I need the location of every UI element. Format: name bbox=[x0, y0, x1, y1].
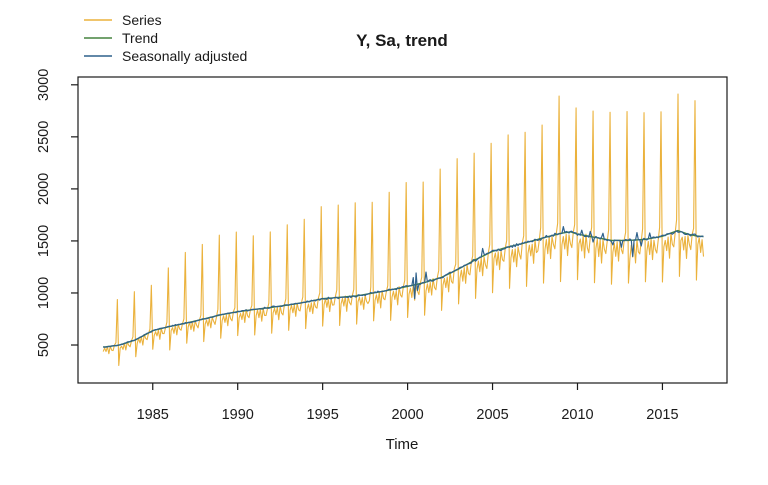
y-tick-label: 1500 bbox=[36, 225, 52, 257]
x-tick-label: 1985 bbox=[137, 407, 169, 423]
y-tick-label: 3000 bbox=[36, 69, 52, 101]
series-line bbox=[102, 93, 705, 367]
legend-trend-label: Trend bbox=[122, 30, 158, 46]
legend: Series Trend Seasonally adjusted bbox=[84, 12, 247, 64]
plot-box bbox=[77, 76, 728, 384]
y-tick-label: 2500 bbox=[36, 121, 52, 153]
x-tick-label: 2005 bbox=[476, 407, 508, 423]
x-tick-label: 2015 bbox=[646, 407, 678, 423]
x-tick-label: 2010 bbox=[561, 407, 593, 423]
y-tick-label: 500 bbox=[36, 333, 52, 357]
chart-title: Y, Sa, trend bbox=[356, 31, 448, 50]
data-lines-layer bbox=[102, 93, 705, 367]
legend-series-label: Series bbox=[122, 12, 162, 28]
x-tick-label: 1990 bbox=[222, 407, 254, 423]
legend-seasonally-adjusted-label: Seasonally adjusted bbox=[122, 48, 247, 64]
seasonally-adjusted-line bbox=[103, 226, 704, 348]
y-tick-label: 1000 bbox=[36, 277, 52, 309]
y-tick-label: 2000 bbox=[36, 173, 52, 205]
x-tick-label: 1995 bbox=[307, 407, 339, 423]
axes-layer: 1985 1990 1995 2000 2005 2010 2015 500 1000 1500 2… bbox=[36, 69, 728, 423]
x-tick-label: 2000 bbox=[391, 407, 423, 423]
x-axis-title: Time bbox=[386, 436, 419, 453]
